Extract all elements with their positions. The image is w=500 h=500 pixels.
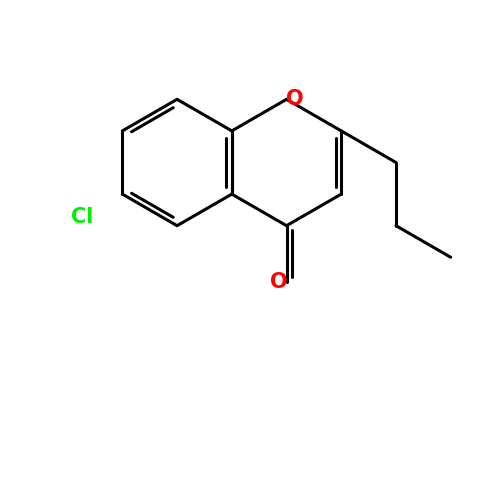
Text: O: O [270, 272, 288, 291]
Text: Cl: Cl [71, 207, 94, 227]
Text: O: O [286, 90, 304, 110]
